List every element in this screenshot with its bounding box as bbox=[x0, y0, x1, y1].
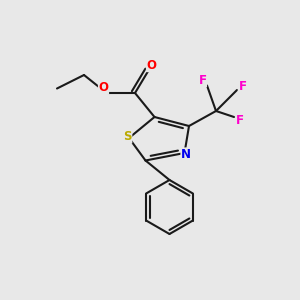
Text: S: S bbox=[123, 130, 132, 143]
Text: N: N bbox=[181, 148, 191, 161]
Text: F: F bbox=[199, 74, 206, 87]
Text: O: O bbox=[146, 58, 157, 72]
Text: F: F bbox=[238, 80, 246, 93]
Text: F: F bbox=[236, 113, 244, 127]
Text: O: O bbox=[98, 81, 109, 94]
